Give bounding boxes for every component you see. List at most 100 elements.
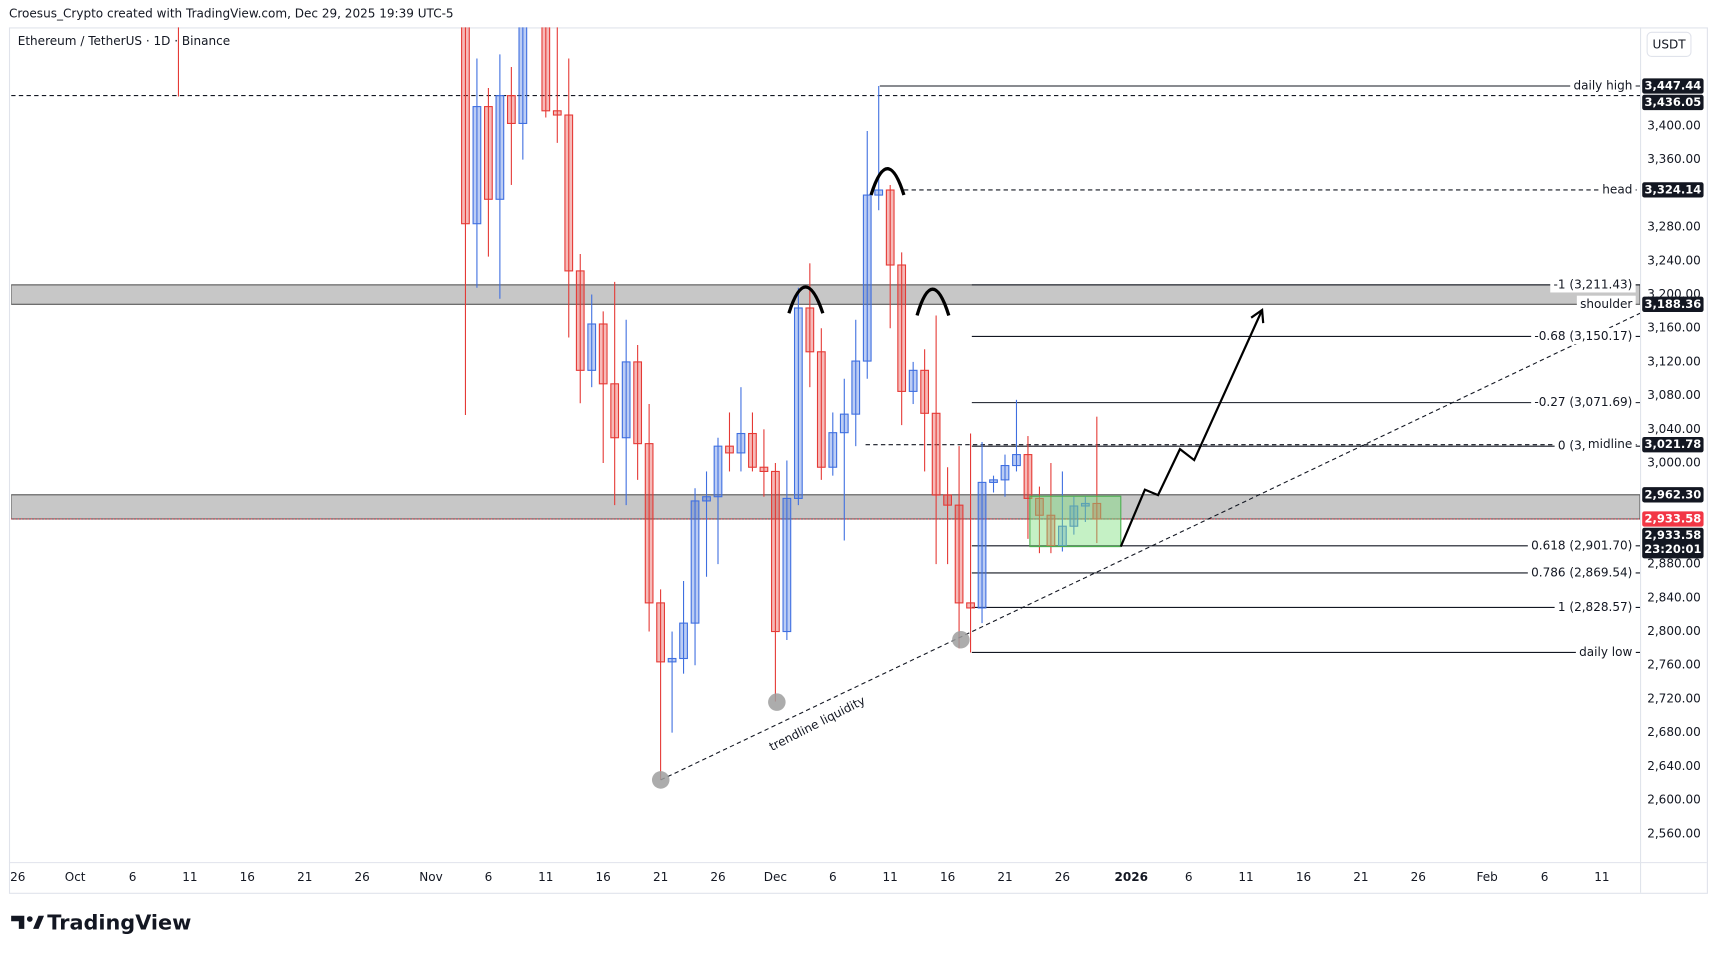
candle-body <box>472 106 482 225</box>
candle-body <box>587 323 597 371</box>
candle-body <box>954 504 964 604</box>
x-tick-label: 21 <box>297 870 312 884</box>
fib-label-bg <box>1527 537 1636 554</box>
x-tick-label: 26 <box>1055 870 1070 884</box>
candle-body <box>621 361 631 439</box>
marker-label-bg <box>1584 436 1636 453</box>
credit: Croesus_Crypto created with TradingView.… <box>9 7 454 21</box>
x-tick-label: 6 <box>485 870 493 884</box>
marker-label-bg <box>1599 181 1636 198</box>
price-badge <box>1642 436 1704 453</box>
price-badge <box>1642 487 1704 503</box>
candle-body <box>862 194 872 362</box>
currency-button[interactable] <box>1646 31 1692 57</box>
candle-body <box>874 189 884 196</box>
y-tick-label: 2,880.00 <box>1647 557 1701 571</box>
candle-body <box>575 270 585 371</box>
x-tick-label: 11 <box>182 870 197 884</box>
x-tick-label: 21 <box>997 870 1012 884</box>
x-tick-label: 21 <box>1353 870 1368 884</box>
x-tick-label: 11 <box>1594 870 1609 884</box>
brand: TradingView <box>47 910 191 934</box>
x-tick-label: 11 <box>538 870 553 884</box>
candle-body <box>506 95 516 124</box>
fib-label: -1 (3,211.43) <box>1554 277 1633 291</box>
price-badge-label: 3,324.14 <box>1645 182 1702 196</box>
candle-body <box>725 445 734 454</box>
x-tick-label: 6 <box>1185 870 1193 884</box>
x-tick-label: 16 <box>240 870 255 884</box>
candle-body <box>816 351 826 468</box>
logo-mark <box>33 915 45 929</box>
candle-body <box>908 369 918 392</box>
labels: -1 (3,211.43) -0.68 (3,150.17) -0.27 (3,07… <box>1527 77 1636 661</box>
candle-body <box>552 110 562 116</box>
price-badge-label: 2,962.30 <box>1645 487 1702 501</box>
x-tick-label: 26 <box>10 870 25 884</box>
candle-body <box>748 432 757 468</box>
price-badge <box>1642 527 1704 559</box>
candle-body <box>1035 497 1044 516</box>
candle-body <box>610 383 620 439</box>
price-badge-label: 2,933.58 <box>1645 528 1702 542</box>
candle-body <box>793 307 803 499</box>
logo-mark <box>26 916 33 922</box>
y-tick-label: 3,040.00 <box>1647 422 1701 436</box>
x-tick-label: 26 <box>1411 870 1426 884</box>
liquidity-point <box>952 630 970 649</box>
candle-body <box>598 323 608 385</box>
candle-body <box>1000 464 1010 481</box>
x-tick-label: 11 <box>1238 870 1253 884</box>
x-tick-label: Dec <box>764 870 787 884</box>
marker-label-bg <box>1570 77 1636 94</box>
levels <box>11 85 1641 653</box>
frame <box>8 27 1708 894</box>
candle-body <box>667 657 677 663</box>
candle-body <box>759 466 769 472</box>
fib-label: 0.786 (2,869.54) <box>1531 565 1632 579</box>
candle-body <box>564 114 574 272</box>
candle-body <box>1046 514 1056 547</box>
candle-body <box>656 602 665 663</box>
liquidity-point <box>768 693 786 711</box>
marker-label: head <box>1602 182 1632 196</box>
marker-label: daily high <box>1573 78 1632 92</box>
candle-body <box>541 27 551 112</box>
price-badge-label: 3,436.05 <box>1645 95 1702 109</box>
price-badge <box>1642 78 1704 94</box>
candle-body <box>885 189 895 266</box>
candle-body <box>518 27 528 124</box>
y-tick-label: 3,160.00 <box>1647 321 1701 335</box>
price-badge-label: 3,447.44 <box>1645 78 1702 92</box>
price-badge-label: 2,933.58 <box>1645 511 1702 525</box>
x-tick-label: 21 <box>653 870 668 884</box>
currency-label[interactable]: USDT <box>1653 37 1687 51</box>
price-badge <box>1642 511 1704 527</box>
y-tick-label: 3,400.00 <box>1647 118 1701 132</box>
x-tick-label: Oct <box>65 870 86 884</box>
x-tick-label: Feb <box>1476 870 1497 884</box>
x-tick-label: 2026 <box>1115 870 1149 884</box>
x-tick-label: 26 <box>354 870 369 884</box>
head-arc <box>869 167 906 196</box>
x-tick-label: 26 <box>710 870 725 884</box>
liquidity-point <box>651 771 670 789</box>
y-tick-label: 2,680.00 <box>1647 725 1701 739</box>
candle-body <box>679 622 688 660</box>
candle-body <box>702 496 711 502</box>
candle-body <box>1069 505 1079 527</box>
x-tick-label: Nov <box>419 870 442 884</box>
symbol-title: Ethereum / TetherUS · 1D · Binance <box>18 34 230 48</box>
candle-body <box>633 361 643 445</box>
candle-body <box>1080 502 1090 507</box>
axes: 3,400.003,360.003,280.003,240.003,200.00… <box>10 118 1701 883</box>
y-tick-label: 2,720.00 <box>1647 691 1701 705</box>
x-tick-label: 11 <box>883 870 898 884</box>
fib-label-bg <box>1527 564 1636 581</box>
candle-body <box>977 481 987 609</box>
candle-body <box>851 360 861 415</box>
price-badge <box>1642 94 1704 111</box>
candle-body <box>1023 454 1033 499</box>
range-box <box>1029 495 1122 548</box>
